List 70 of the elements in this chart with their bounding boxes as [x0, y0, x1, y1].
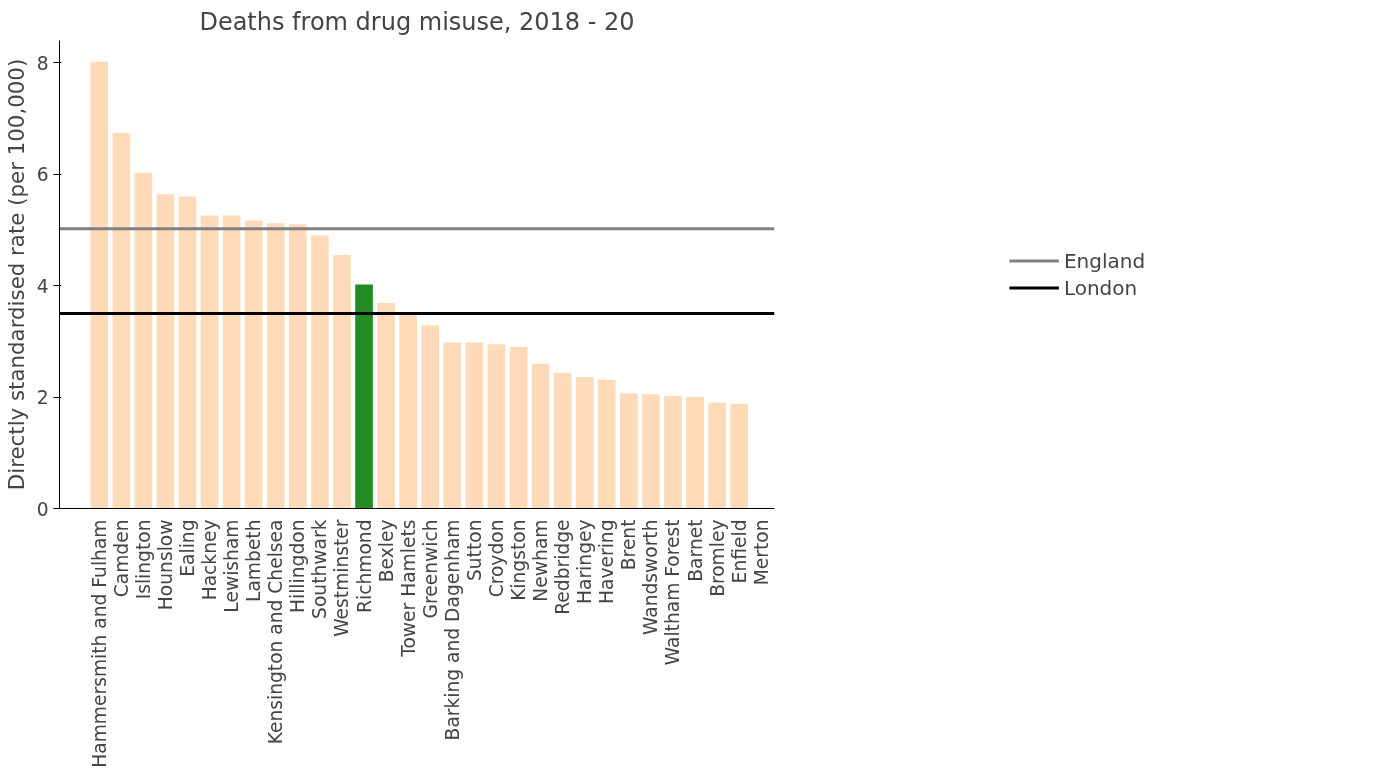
- bar: [90, 61, 109, 509]
- x-tick-label: Croydon: [485, 519, 507, 598]
- x-tick-label: Hammersmith and Fulham: [88, 519, 110, 768]
- x-tick-label: Tower Hamlets: [397, 519, 419, 658]
- y-tick-label: 2: [36, 387, 49, 409]
- y-tick-label: 6: [36, 164, 49, 186]
- x-tick-label: Redbridge: [552, 519, 574, 615]
- bar: [597, 379, 616, 509]
- x-tick-label: Bexley: [375, 519, 397, 583]
- bar: [730, 403, 749, 509]
- x-tick-label: Richmond: [353, 519, 375, 613]
- bar: [487, 344, 506, 509]
- bar: [355, 284, 373, 509]
- x-tick-label: Sutton: [463, 519, 485, 582]
- x-tick-label: Westminster: [331, 519, 353, 637]
- x-tick-label: Bromley: [706, 519, 728, 597]
- x-tick-label: Havering: [596, 519, 618, 604]
- x-tick-label: Barnet: [684, 519, 706, 582]
- x-tick-label: Brent: [618, 519, 640, 571]
- x-tick-label: Haringey: [574, 519, 596, 604]
- bar: [222, 215, 241, 509]
- y-tick-label: 0: [36, 498, 49, 520]
- bar: [156, 194, 175, 509]
- bar: [421, 325, 440, 509]
- x-tick-label: Kingston: [508, 519, 530, 601]
- x-tick-label: Barking and Dagenham: [441, 519, 463, 741]
- bar: [575, 377, 594, 509]
- x-tick-label: Hackney: [199, 519, 221, 601]
- x-tick-label: Kensington and Chelsea: [265, 519, 287, 745]
- bar: [509, 346, 528, 509]
- x-tick-label: Camden: [110, 519, 132, 598]
- x-tick-label: Waltham Forest: [662, 519, 684, 666]
- bar: [686, 397, 704, 509]
- bar: [664, 395, 682, 509]
- x-tick-label: Hillingdon: [287, 519, 309, 614]
- bar: [642, 394, 660, 509]
- bar: [620, 393, 638, 509]
- bar: [178, 196, 197, 509]
- x-tick-label: Merton: [750, 519, 772, 586]
- x-tick-label: Lambeth: [243, 519, 265, 602]
- x-tick-label: Greenwich: [419, 519, 441, 619]
- x-tick-label: Newham: [530, 519, 552, 602]
- legend-label: England: [1063, 248, 1146, 273]
- bar: [443, 342, 462, 509]
- bar: [708, 402, 726, 509]
- bar: [531, 363, 550, 509]
- bar: [399, 313, 417, 509]
- x-tick-label: Hounslow: [154, 519, 176, 611]
- bar: [134, 173, 153, 509]
- bar: [465, 342, 484, 509]
- bar: [289, 224, 307, 509]
- x-tick-label: Lewisham: [221, 519, 243, 613]
- y-tick-label: 4: [36, 275, 49, 297]
- x-tick-label: Ealing: [176, 519, 198, 577]
- x-tick-label: Islington: [132, 519, 154, 600]
- y-tick-label: 8: [36, 52, 49, 74]
- bar: [553, 373, 572, 509]
- bar: [112, 132, 131, 509]
- chart-title: Deaths from drug misuse, 2018 - 20: [199, 7, 635, 36]
- bar: [200, 215, 219, 509]
- bar: [333, 255, 351, 509]
- bar: [311, 235, 329, 509]
- x-tick-label: Wandsworth: [640, 519, 662, 636]
- y-axis-title: Directly standardised rate (per 100,000): [3, 58, 29, 491]
- x-tick-label: Southwark: [309, 519, 331, 619]
- x-tick-label: Enfield: [728, 519, 750, 584]
- bar: [266, 223, 285, 509]
- legend-label: London: [1063, 275, 1138, 300]
- bar: [244, 220, 263, 509]
- bar: [377, 302, 395, 509]
